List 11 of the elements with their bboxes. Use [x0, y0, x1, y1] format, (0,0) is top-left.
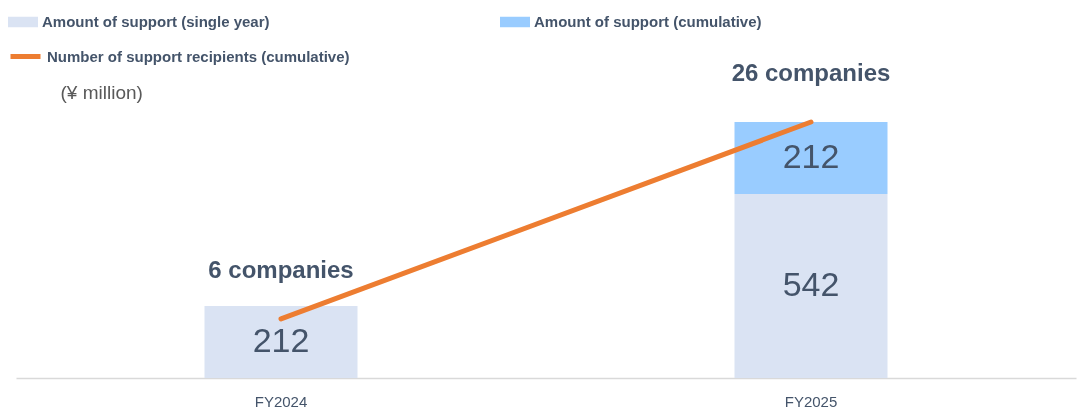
legend-label: Amount of support (cumulative)	[534, 13, 762, 30]
data-label: 542	[782, 264, 840, 303]
data-label: 212	[252, 321, 310, 360]
data-label: 6 companies	[208, 255, 354, 283]
x-tick-label: FY2025	[784, 392, 838, 410]
legend-label: Number of support recipients (cumulative)	[47, 47, 350, 65]
data-label: 212	[782, 136, 840, 175]
data-label: 26 companies	[731, 59, 891, 86]
legend-label: Amount of support (single year)	[42, 13, 270, 30]
y-axis-title: (¥ million)	[60, 81, 143, 103]
x-tick-label: FY2024	[254, 392, 308, 410]
